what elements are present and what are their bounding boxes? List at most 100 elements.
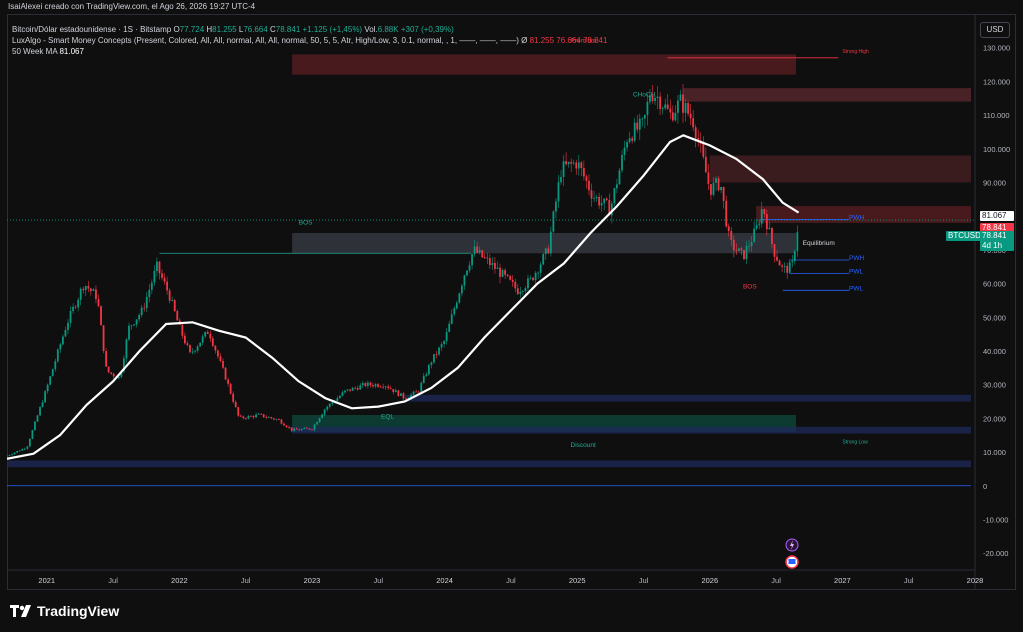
ma-50-week-line [7, 134, 800, 460]
y-tick-label: 10.000 [983, 448, 1006, 457]
candle-body [125, 339, 128, 359]
candle-body [369, 382, 372, 386]
candle-body [54, 361, 57, 370]
candle-body [710, 183, 712, 195]
candle-body [618, 170, 621, 185]
tradingview-logo[interactable]: TradingView [10, 602, 119, 620]
annotation-strong-high: Strong High [842, 49, 869, 55]
candle-body [783, 266, 786, 267]
candle-body [659, 96, 662, 109]
candle-body [173, 300, 176, 312]
candle-body [377, 384, 379, 387]
candle-body [326, 406, 329, 410]
candle-body [402, 393, 405, 399]
candle-body [361, 383, 364, 386]
candle-body [293, 428, 296, 431]
candle-body [567, 161, 570, 165]
candle-body [661, 108, 664, 109]
legend-indicator[interactable]: LuxAlgo - Smart Money Concepts (Present,… [12, 36, 519, 45]
candle-body [697, 138, 700, 141]
footer [0, 590, 1023, 632]
candle-body [405, 398, 407, 400]
candle-body [244, 418, 247, 419]
candle-body [102, 325, 105, 352]
legend-ma-value: 81.067 [59, 47, 84, 56]
candle-body [593, 198, 595, 199]
chart-canvas[interactable]: Premium Equilibrium Discount BOS BOS CHoCH EQL… [7, 14, 1016, 590]
candle-body [166, 281, 169, 291]
candle-body [13, 452, 16, 455]
candle-body [478, 250, 481, 253]
candle-body [272, 418, 275, 420]
annotation-equilibrium: Equilibrium [803, 240, 835, 247]
zone-8 [7, 460, 972, 468]
candle-body [768, 228, 771, 230]
candle-body [636, 122, 639, 130]
zone-premium [292, 54, 796, 75]
x-tick-label: 2021 [38, 576, 55, 585]
candle-body [748, 245, 750, 247]
candle-body [608, 200, 611, 216]
candle-body [494, 262, 496, 269]
candle-body [110, 372, 113, 374]
candle-body [537, 272, 540, 274]
candle-body [771, 228, 773, 245]
candle-body [26, 446, 29, 449]
candle-body [684, 103, 687, 113]
candle-body [394, 390, 397, 393]
candle-body [153, 271, 156, 283]
y-tick-label: 120.000 [983, 77, 1010, 86]
candle-body [613, 188, 616, 204]
candle-body [514, 281, 517, 289]
candle-body [651, 95, 654, 102]
tv-logo-icon [10, 605, 31, 617]
candle-body [128, 325, 130, 340]
candle-body [443, 341, 446, 345]
candle-body [778, 260, 781, 266]
lightning-icon[interactable] [785, 538, 799, 552]
candle-body [580, 162, 583, 169]
candle-body [763, 209, 766, 215]
annotation-eql: EQL [381, 413, 394, 420]
candle-body [529, 277, 532, 279]
candle-body [539, 264, 542, 273]
candle-body [760, 209, 763, 224]
candle-body [92, 289, 95, 291]
candle-body [677, 100, 679, 113]
annotation-bos: BOS [743, 284, 757, 291]
legend-symbol[interactable]: Bitcoin/Dólar estadounidense · 1S · Bits… [12, 25, 172, 34]
currency-button[interactable]: USD [980, 22, 1010, 38]
candle-body [130, 325, 133, 327]
candle-body [283, 423, 285, 426]
candle-body [547, 248, 550, 254]
flag-icon[interactable] [785, 555, 799, 569]
author-line: IsaiAlexei creado con TradingView.com, e… [8, 2, 256, 11]
legend-indicator-v1: 81.255 [529, 36, 555, 45]
candle-body [590, 190, 593, 199]
legend-vol-change: +307 (+0,39%) [400, 25, 454, 34]
legend-indicator-v2: 76.664 [556, 36, 581, 45]
candle-body [211, 338, 214, 346]
candle-body [199, 342, 202, 347]
candle-body [186, 343, 189, 346]
candle-body [295, 428, 298, 430]
candle-body [397, 390, 400, 396]
candle-body [412, 391, 415, 395]
candle-body [270, 417, 273, 419]
candle-body [631, 138, 634, 141]
candle-body [669, 108, 672, 113]
candle-body [471, 254, 473, 266]
legend-ma-label[interactable]: 50 Week MA [12, 47, 58, 56]
legend-open: 77.724 [179, 25, 205, 34]
candle-body [616, 184, 618, 189]
candle-body [392, 389, 395, 393]
candle-body [773, 244, 776, 257]
candle-body [374, 384, 377, 387]
candle-body [313, 424, 316, 430]
candle-body [11, 454, 13, 456]
candle-body [72, 306, 74, 311]
candle-body [524, 288, 527, 292]
candle-body [158, 261, 161, 274]
candle-body [689, 113, 692, 119]
candle-body [565, 161, 567, 165]
